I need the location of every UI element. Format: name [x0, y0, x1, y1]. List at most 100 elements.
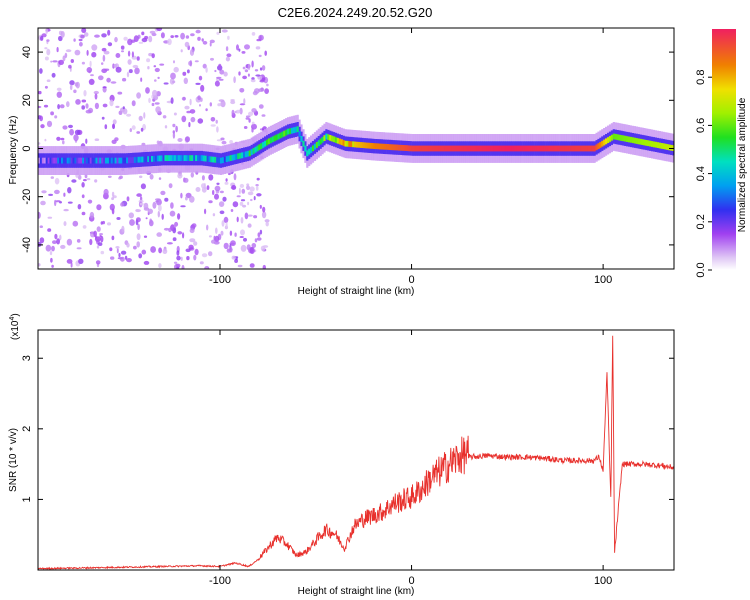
noise-speck	[59, 104, 65, 109]
noise-speck	[73, 134, 79, 142]
snr-exponent-power: 4	[9, 317, 16, 321]
noise-speck	[201, 38, 204, 42]
noise-speck	[112, 119, 117, 125]
noise-speck	[38, 90, 42, 95]
ridge-core	[85, 157, 89, 164]
ridge-core	[411, 145, 414, 152]
noise-speck	[148, 97, 151, 104]
ridge-core	[375, 143, 378, 150]
ridge-core	[465, 145, 468, 152]
ridge-core	[273, 135, 276, 142]
noise-speck	[104, 68, 110, 71]
noise-speck	[185, 248, 191, 253]
ridge-core	[593, 145, 596, 152]
ridge-core	[371, 143, 374, 149]
noise-speck	[120, 202, 125, 207]
ridge-core	[658, 142, 661, 149]
ridge-core	[300, 136, 303, 142]
noise-speck	[91, 44, 98, 51]
noise-speck	[220, 230, 224, 236]
ridge-core	[386, 144, 389, 150]
noise-speck	[225, 178, 228, 182]
noise-speck	[85, 103, 89, 109]
noise-speck	[158, 177, 162, 180]
noise-speck	[208, 200, 213, 204]
noise-speck	[218, 99, 225, 102]
noise-speck	[102, 54, 106, 62]
noise-speck	[136, 233, 141, 241]
noise-speck	[74, 82, 79, 87]
noise-speck	[240, 229, 245, 236]
ridge-core	[670, 144, 673, 151]
noise-speck	[212, 213, 216, 217]
ridge-core	[490, 145, 493, 152]
ridge-core	[177, 155, 180, 161]
noise-speck	[245, 115, 251, 118]
noise-speck	[71, 179, 77, 183]
noise-speck	[234, 232, 237, 237]
noise-speck	[128, 69, 133, 74]
ridge-core	[428, 145, 431, 152]
ridge-core	[99, 157, 102, 164]
ridge-core	[292, 127, 295, 134]
noise-speck	[230, 100, 236, 105]
noise-speck	[89, 60, 92, 68]
noise-speck	[190, 116, 196, 123]
noise-speck	[43, 104, 49, 108]
noise-speck	[62, 125, 68, 130]
ridge-core	[101, 157, 104, 164]
ridge-core	[241, 152, 244, 159]
noise-speck	[147, 208, 153, 214]
noise-speck	[59, 234, 62, 241]
ridge-core	[174, 155, 177, 161]
noise-speck	[44, 56, 49, 61]
ridge-core	[237, 153, 240, 160]
noise-speck	[157, 210, 160, 218]
colorbar: 0.0 0.2 0.4 0.6 0.8 Normalized spectral ampl…	[695, 29, 748, 278]
ridge-core	[377, 143, 380, 150]
noise-speck	[38, 263, 41, 267]
noise-speck	[253, 215, 258, 219]
noise-speck	[239, 183, 245, 188]
noise-speck	[164, 197, 169, 202]
ridge-core	[116, 157, 119, 164]
ridge-core	[158, 155, 161, 162]
ridge-core	[434, 145, 437, 152]
noise-speck	[256, 38, 261, 42]
noise-speck	[182, 71, 187, 76]
noise-speck	[94, 138, 100, 141]
ridge-core	[497, 145, 500, 152]
noise-speck	[223, 71, 228, 77]
noise-speck	[107, 29, 111, 36]
noise-speck	[160, 32, 165, 39]
ridge-core	[323, 135, 326, 141]
ridge-core	[225, 156, 228, 162]
ridge-core	[89, 157, 92, 164]
noise-speck	[41, 190, 47, 194]
noise-speck	[107, 42, 113, 47]
ridge-core	[365, 142, 368, 149]
noise-speck	[214, 235, 220, 243]
noise-speck	[189, 195, 195, 203]
noise-speck	[143, 260, 150, 265]
ridge-core	[317, 140, 320, 147]
noise-speck	[257, 232, 261, 238]
ridge-core	[555, 145, 558, 152]
noise-speck	[154, 67, 160, 73]
noise-speck	[89, 238, 93, 246]
ridge-core	[591, 145, 594, 152]
noise-speck	[215, 119, 218, 124]
ridge-core	[45, 157, 48, 164]
noise-speck	[70, 59, 75, 63]
noise-speck	[83, 32, 89, 37]
noise-speck	[177, 231, 183, 235]
ridge-core	[216, 157, 219, 163]
snr-ylabel: SNR (10 * v/v)	[8, 428, 19, 492]
ridge-core	[511, 145, 514, 152]
noise-speck	[101, 33, 107, 38]
noise-speck	[111, 191, 115, 197]
noise-speck	[217, 103, 222, 107]
noise-speck	[255, 74, 261, 77]
noise-speck	[141, 31, 145, 36]
noise-speck	[222, 196, 227, 202]
